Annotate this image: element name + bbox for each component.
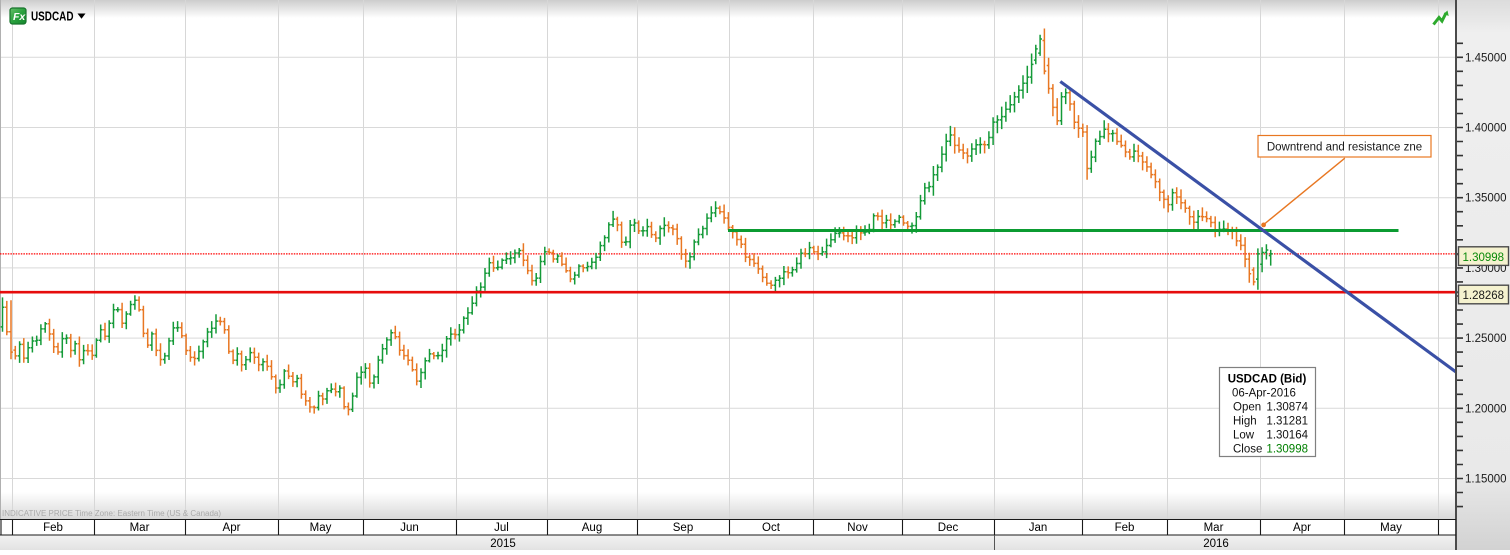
svg-text:Low: Low xyxy=(1233,430,1255,442)
svg-text:Oct: Oct xyxy=(762,522,781,534)
svg-text:Jul: Jul xyxy=(494,522,509,534)
svg-text:1.40000: 1.40000 xyxy=(1465,123,1507,135)
svg-text:High: High xyxy=(1233,416,1257,428)
svg-text:1.30874: 1.30874 xyxy=(1266,402,1308,414)
svg-text:Aug: Aug xyxy=(582,522,602,534)
svg-text:1.28268: 1.28268 xyxy=(1463,290,1505,302)
svg-text:May: May xyxy=(1380,522,1402,534)
svg-text:Feb: Feb xyxy=(1115,522,1135,534)
svg-text:USDCAD: USDCAD xyxy=(31,10,74,24)
svg-text:2015: 2015 xyxy=(490,538,516,550)
svg-text:Nov: Nov xyxy=(847,522,868,534)
svg-text:Mar: Mar xyxy=(1204,522,1224,534)
svg-text:Fx: Fx xyxy=(13,11,26,23)
svg-text:1.20000: 1.20000 xyxy=(1465,403,1507,415)
svg-text:Apr: Apr xyxy=(1293,522,1311,534)
svg-text:Sep: Sep xyxy=(673,522,693,534)
svg-text:06-Apr-2016: 06-Apr-2016 xyxy=(1232,388,1296,400)
svg-text:Downtrend and resistance zne: Downtrend and resistance zne xyxy=(1267,142,1422,154)
svg-text:Dec: Dec xyxy=(938,522,959,534)
svg-text:1.30164: 1.30164 xyxy=(1266,430,1308,442)
svg-text:Jan: Jan xyxy=(1029,522,1048,534)
svg-text:INDICATIVE PRICE Time Zone:: INDICATIVE PRICE Time Zone: Eastern Time… xyxy=(2,509,221,518)
svg-text:May: May xyxy=(310,522,332,534)
svg-text:1.25000: 1.25000 xyxy=(1465,333,1507,345)
svg-text:1.31281: 1.31281 xyxy=(1266,416,1308,428)
svg-text:1.45000: 1.45000 xyxy=(1465,52,1507,64)
svg-text:1.15000: 1.15000 xyxy=(1465,474,1507,486)
svg-text:1.35000: 1.35000 xyxy=(1465,193,1507,205)
svg-text:Mar: Mar xyxy=(130,522,150,534)
svg-text:1.30998: 1.30998 xyxy=(1266,444,1308,456)
svg-text:Close: Close xyxy=(1233,444,1262,456)
svg-text:USDCAD (Bid): USDCAD (Bid) xyxy=(1228,374,1307,386)
svg-text:Apr: Apr xyxy=(223,522,241,534)
svg-text:2016: 2016 xyxy=(1203,538,1229,550)
svg-text:Open: Open xyxy=(1233,402,1261,414)
svg-text:1.30998: 1.30998 xyxy=(1463,252,1505,264)
svg-text:Jun: Jun xyxy=(400,522,419,534)
svg-text:Feb: Feb xyxy=(43,522,63,534)
